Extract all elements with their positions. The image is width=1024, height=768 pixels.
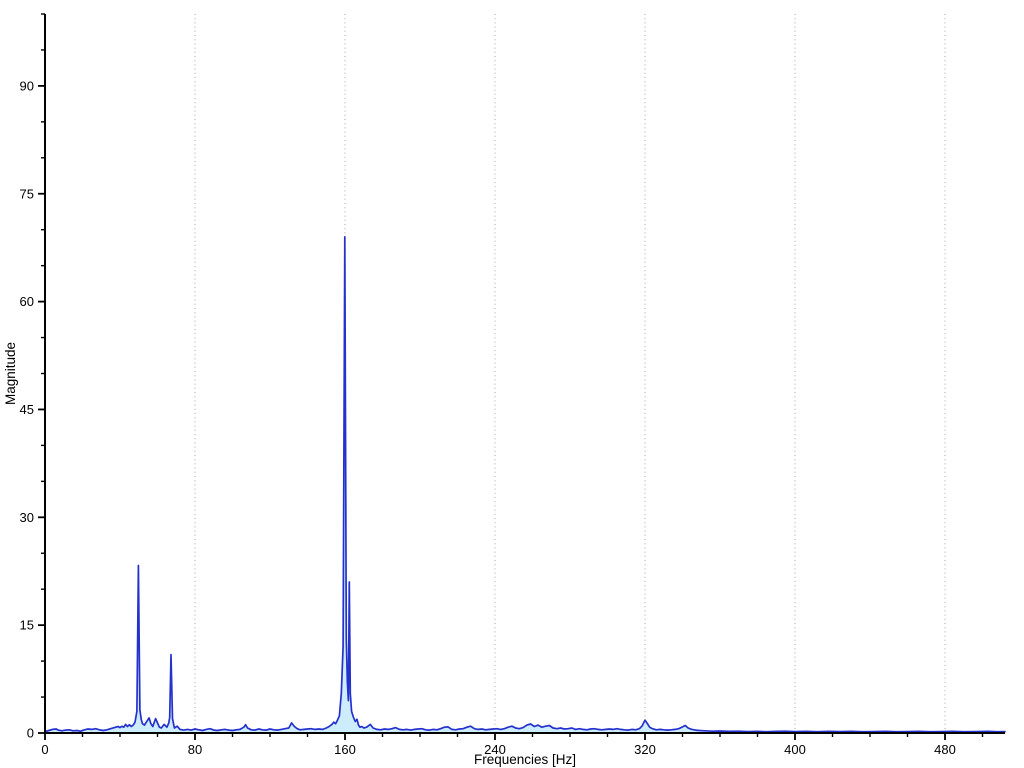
y-tick-label: 60	[20, 294, 34, 309]
y-tick-label: 45	[20, 402, 34, 417]
x-axis-title: Frequencies [Hz]	[474, 752, 576, 767]
y-tick-label: 30	[20, 510, 34, 525]
spectrum-area	[45, 236, 1005, 733]
y-tick-label: 75	[20, 186, 34, 201]
x-tick-label: 240	[484, 742, 506, 757]
y-tick-label: 90	[20, 78, 34, 93]
x-tick-label: 0	[41, 742, 48, 757]
x-tick-label: 320	[634, 742, 656, 757]
x-tick-label: 400	[784, 742, 806, 757]
spectrum-line	[44, 236, 1006, 733]
y-tick-label: 15	[20, 618, 34, 633]
x-tick-label: 480	[934, 742, 956, 757]
x-tick-label: 160	[334, 742, 356, 757]
y-axis-title: Magnitude	[3, 342, 18, 405]
x-tick-label: 80	[188, 742, 202, 757]
y-tick-label: 0	[27, 726, 34, 741]
